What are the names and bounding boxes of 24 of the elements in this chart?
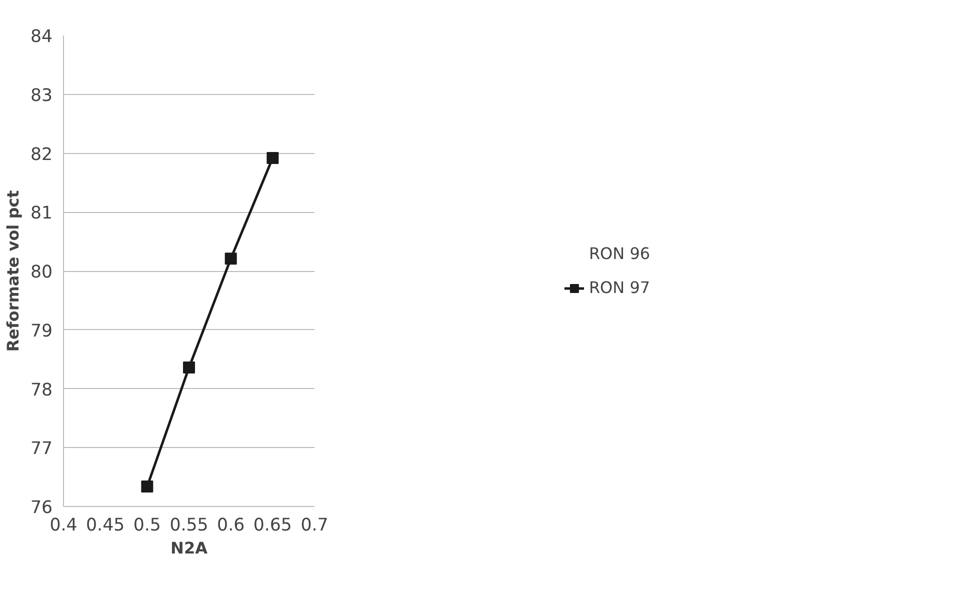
legend-label: RON 97 [588, 278, 650, 297]
x-tick-label: 0.65 [253, 516, 292, 536]
y-axis-title: Reformate vol pct [3, 190, 22, 352]
point [266, 152, 279, 164]
y-tick-label: 76 [30, 498, 53, 518]
text: RON 96 [588, 244, 650, 263]
x-tick-label: 0.4 [50, 516, 78, 536]
x-tick-label: 0.6 [217, 516, 245, 536]
y-tick-label: 84 [30, 27, 53, 47]
point [141, 480, 154, 492]
y-tick-label: 79 [30, 321, 53, 342]
y-tick-label: 81 [30, 204, 53, 224]
x-tick-label: 0.55 [170, 516, 208, 536]
y-tick-label: 82 [30, 144, 53, 165]
y-tick-label: 77 [30, 439, 53, 460]
x-tick-label: 0.45 [86, 516, 125, 536]
point [183, 362, 195, 374]
x-tick-label: 0.7 [300, 516, 328, 536]
y-tick-label: 80 [30, 262, 53, 282]
x-axis-title: N2A [170, 538, 208, 558]
point [224, 252, 237, 265]
x-tick-label: 0.5 [133, 516, 161, 536]
y-tick-label: 78 [30, 380, 53, 400]
y-tick-label: 83 [30, 86, 53, 106]
